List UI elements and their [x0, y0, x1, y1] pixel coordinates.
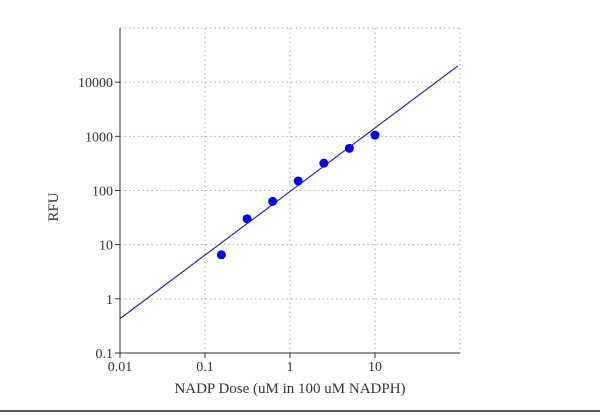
points-layer — [216, 130, 380, 260]
data-point — [344, 143, 354, 153]
x-tick-label: 10 — [368, 360, 382, 375]
y-tick-label: 100 — [92, 185, 113, 200]
data-point — [319, 158, 329, 168]
x-tick-label: 1 — [287, 360, 294, 375]
data-point — [370, 130, 380, 140]
grid-layer — [120, 27, 461, 353]
y-ticks: 0.1 1 10 100 1000 10000 — [78, 76, 120, 362]
y-tick-label: 1000 — [85, 130, 113, 145]
y-tick-label: 10 — [99, 239, 113, 254]
fit-layer — [119, 65, 459, 320]
y-tick-label: 1 — [106, 293, 113, 308]
data-point — [242, 214, 252, 224]
y-axis-label: RFU — [46, 192, 62, 221]
x-axis-label: NADP Dose (uM in 100 uM NADPH) — [174, 381, 405, 397]
data-point — [216, 250, 226, 260]
x-tick-label: 0.01 — [108, 360, 133, 375]
data-point — [268, 196, 278, 206]
x-ticks: 0.01 0.1 1 10 — [108, 353, 382, 375]
bottom-border — [0, 410, 600, 412]
y-tick-label: 10000 — [78, 76, 113, 91]
data-point — [293, 176, 303, 186]
fit-line — [119, 65, 459, 320]
x-tick-label: 0.1 — [196, 360, 214, 375]
y-tick-label: 0.1 — [96, 347, 114, 362]
